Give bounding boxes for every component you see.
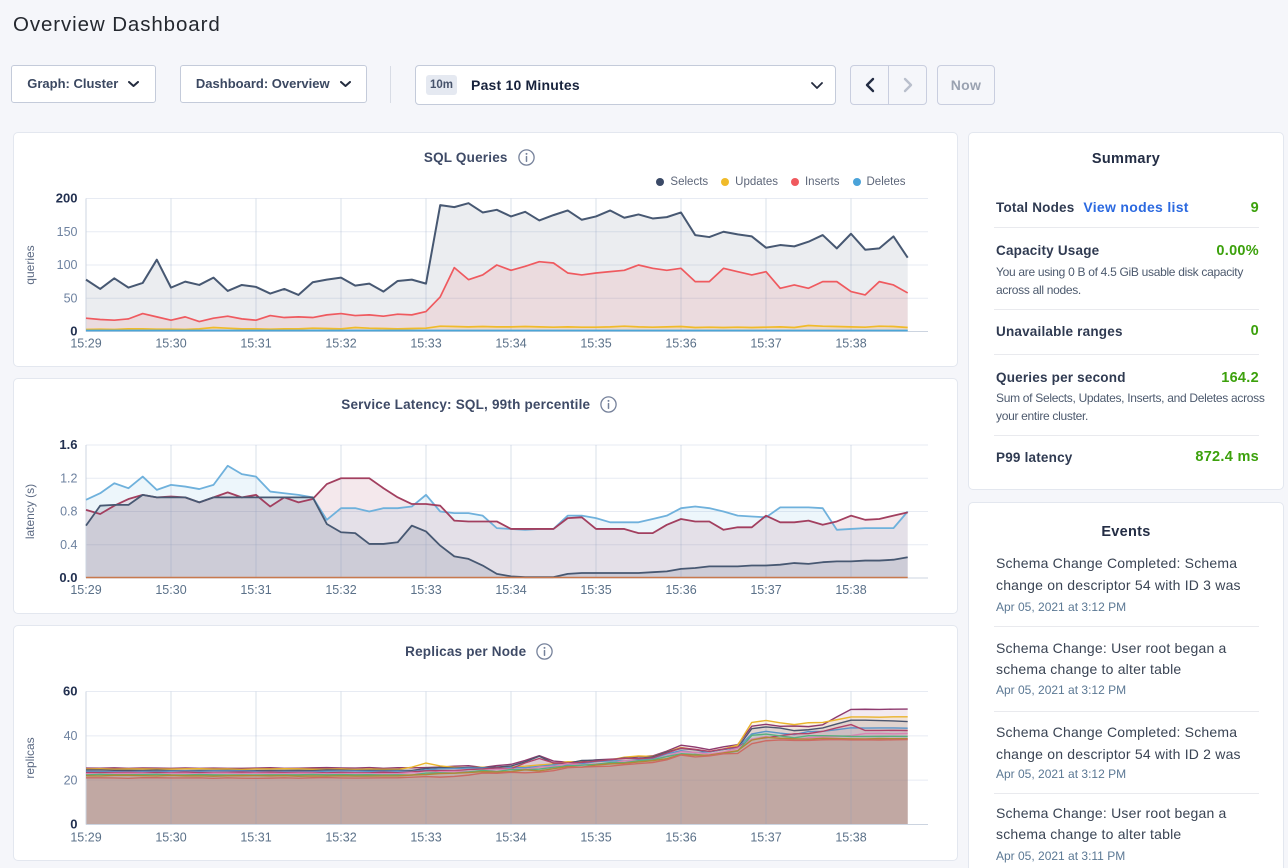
svg-text:15:30: 15:30: [155, 336, 186, 350]
svg-text:15:29: 15:29: [70, 831, 101, 845]
svg-text:15:32: 15:32: [325, 831, 356, 845]
svg-text:150: 150: [57, 225, 78, 239]
svg-text:60: 60: [63, 684, 77, 699]
svg-text:replicas: replicas: [23, 737, 37, 778]
svg-text:15:38: 15:38: [835, 336, 866, 350]
svg-text:queries: queries: [23, 245, 37, 284]
svg-text:100: 100: [57, 258, 78, 272]
svg-text:0.8: 0.8: [60, 505, 77, 519]
svg-text:15:31: 15:31: [240, 583, 271, 597]
svg-text:0: 0: [70, 323, 77, 338]
svg-text:15:31: 15:31: [240, 336, 271, 350]
svg-text:15:37: 15:37: [750, 831, 781, 845]
svg-text:15:34: 15:34: [495, 831, 526, 845]
svg-text:200: 200: [56, 190, 78, 205]
svg-text:15:30: 15:30: [155, 831, 186, 845]
svg-text:15:34: 15:34: [495, 583, 526, 597]
svg-text:15:36: 15:36: [665, 831, 696, 845]
svg-text:15:35: 15:35: [580, 336, 611, 350]
svg-text:15:33: 15:33: [410, 336, 441, 350]
svg-text:15:37: 15:37: [750, 336, 781, 350]
svg-text:15:32: 15:32: [325, 336, 356, 350]
svg-text:15:35: 15:35: [580, 583, 611, 597]
svg-text:15:36: 15:36: [665, 336, 696, 350]
svg-text:15:29: 15:29: [70, 336, 101, 350]
svg-text:40: 40: [64, 729, 78, 743]
svg-text:0.4: 0.4: [60, 538, 77, 552]
svg-text:15:33: 15:33: [410, 831, 441, 845]
svg-text:15:38: 15:38: [835, 583, 866, 597]
svg-text:15:30: 15:30: [155, 583, 186, 597]
svg-text:15:29: 15:29: [70, 583, 101, 597]
svg-text:15:35: 15:35: [580, 831, 611, 845]
svg-text:15:37: 15:37: [750, 583, 781, 597]
svg-text:0: 0: [70, 817, 77, 832]
svg-text:1.6: 1.6: [59, 437, 77, 452]
svg-text:20: 20: [64, 773, 78, 787]
svg-text:0.0: 0.0: [59, 570, 77, 585]
svg-text:15:38: 15:38: [835, 831, 866, 845]
svg-text:15:31: 15:31: [240, 831, 271, 845]
svg-text:1.2: 1.2: [60, 472, 77, 486]
svg-text:15:36: 15:36: [665, 583, 696, 597]
svg-text:50: 50: [64, 291, 78, 305]
svg-text:15:34: 15:34: [495, 336, 526, 350]
svg-text:15:32: 15:32: [325, 583, 356, 597]
svg-text:latency (s): latency (s): [23, 484, 37, 539]
svg-text:15:33: 15:33: [410, 583, 441, 597]
